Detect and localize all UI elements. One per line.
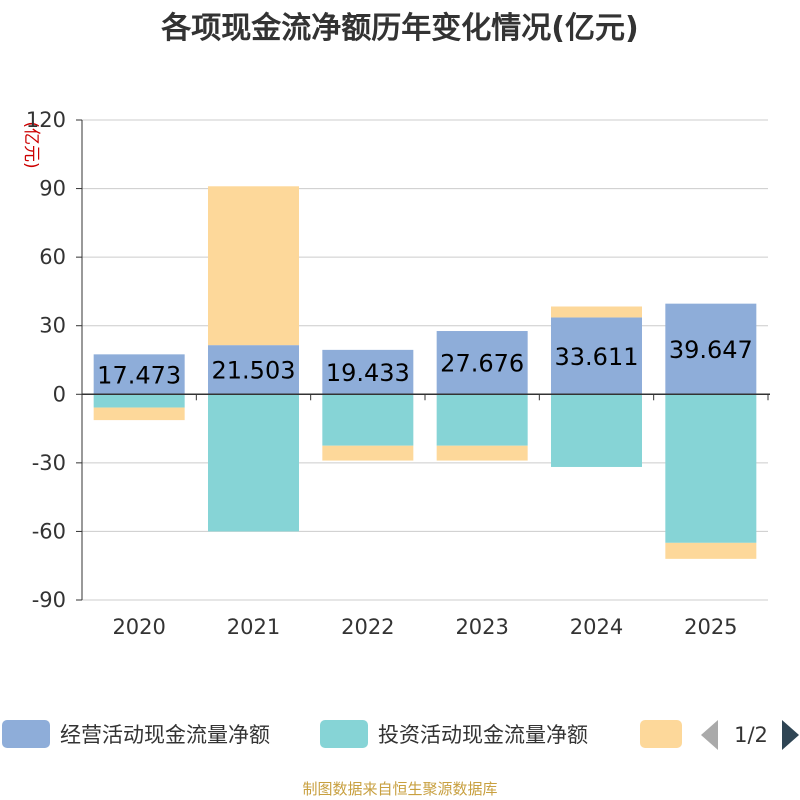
bar-series1-2020 (93, 354, 185, 395)
bar-series1-2021 (208, 345, 299, 395)
legend-next-page-icon[interactable] (782, 720, 799, 750)
data-label: 33.611 (555, 343, 639, 371)
bar-series3-2023 (436, 445, 528, 461)
bar-series2-2021 (208, 394, 299, 532)
bar-series1-2025 (665, 303, 757, 395)
bar-series2-2024 (551, 394, 642, 467)
data-label: 19.433 (326, 359, 410, 387)
bars (93, 186, 757, 559)
legend-swatch-3[interactable] (640, 720, 682, 748)
bar-series3-2025 (665, 542, 757, 559)
legend-page-indicator: 1/2 (734, 723, 768, 747)
data-label: 17.473 (97, 361, 181, 389)
y-axis-unit-label: (亿元) (21, 121, 41, 168)
y-tick-label: 120 (26, 108, 66, 132)
data-labels: 17.473 21.503 19.433 27.676 33.611 39.647 (97, 336, 753, 389)
source-note: 制图数据来自恒生聚源数据库 (302, 780, 497, 798)
bar-series3-2021 (208, 186, 299, 346)
y-tick-label: -30 (32, 451, 66, 475)
y-tick-label: 30 (39, 314, 66, 338)
x-tick-label: 2024 (570, 615, 623, 639)
legend-label-2[interactable]: 投资活动现金流量净额 (378, 723, 588, 747)
data-label: 21.503 (212, 357, 296, 385)
legend-swatch-1[interactable] (2, 720, 50, 748)
y-tick-label: 60 (39, 245, 66, 269)
gridlines (82, 119, 768, 601)
bar-series2-2020 (93, 394, 185, 408)
legend-swatch-2[interactable] (320, 720, 368, 748)
legend-prev-page-icon[interactable] (701, 720, 718, 750)
bar-series3-2022 (322, 445, 414, 461)
x-tick-label: 2025 (684, 615, 737, 639)
bar-series2-2023 (436, 394, 528, 446)
data-label: 27.676 (440, 350, 524, 378)
bar-series1-2024 (551, 317, 642, 395)
bar-series2-2022 (322, 394, 414, 446)
y-tick-label: 0 (53, 382, 66, 406)
data-label: 39.647 (669, 336, 753, 364)
bar-series3-2024 (551, 306, 642, 318)
x-tick-label: 2020 (112, 615, 165, 639)
legend-label-1[interactable]: 经营活动现金流量净额 (60, 723, 270, 747)
y-tick-label: -90 (32, 588, 66, 612)
legend: 经营活动现金流量净额 投资活动现金流量净额 1/2 (2, 720, 799, 750)
x-tick-label: 2021 (227, 615, 280, 639)
axes: 120 90 60 30 0 -30 -60 -90 2020 2021 2022 2023 2024 2… (26, 108, 770, 639)
x-tick-label: 2023 (455, 615, 508, 639)
y-tick-label: -60 (32, 519, 66, 543)
bar-series1-2022 (322, 349, 414, 395)
y-tick-label: 90 (39, 177, 66, 201)
chart-title: 各项现金流净额历年变化情况(亿元) (160, 11, 638, 46)
bar-series1-2023 (436, 331, 528, 395)
x-tick-label: 2022 (341, 615, 394, 639)
bar-series2-2025 (665, 394, 757, 543)
bar-series3-2020 (93, 407, 185, 421)
